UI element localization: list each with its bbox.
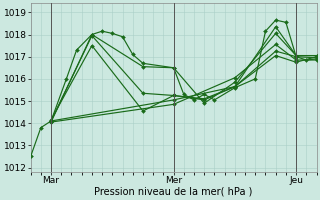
- X-axis label: Pression niveau de la mer( hPa ): Pression niveau de la mer( hPa ): [94, 187, 253, 197]
